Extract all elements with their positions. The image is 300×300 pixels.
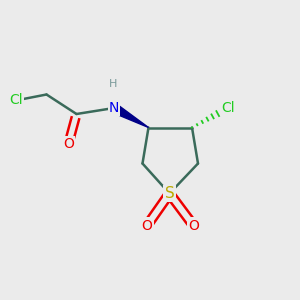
Text: S: S [165,186,174,201]
Text: O: O [142,219,152,232]
Text: Cl: Cl [9,94,22,107]
Text: O: O [188,219,199,232]
Text: O: O [63,137,74,151]
Text: H: H [109,79,118,89]
Polygon shape [112,104,148,128]
Text: N: N [109,101,119,115]
Text: Cl: Cl [221,101,235,115]
